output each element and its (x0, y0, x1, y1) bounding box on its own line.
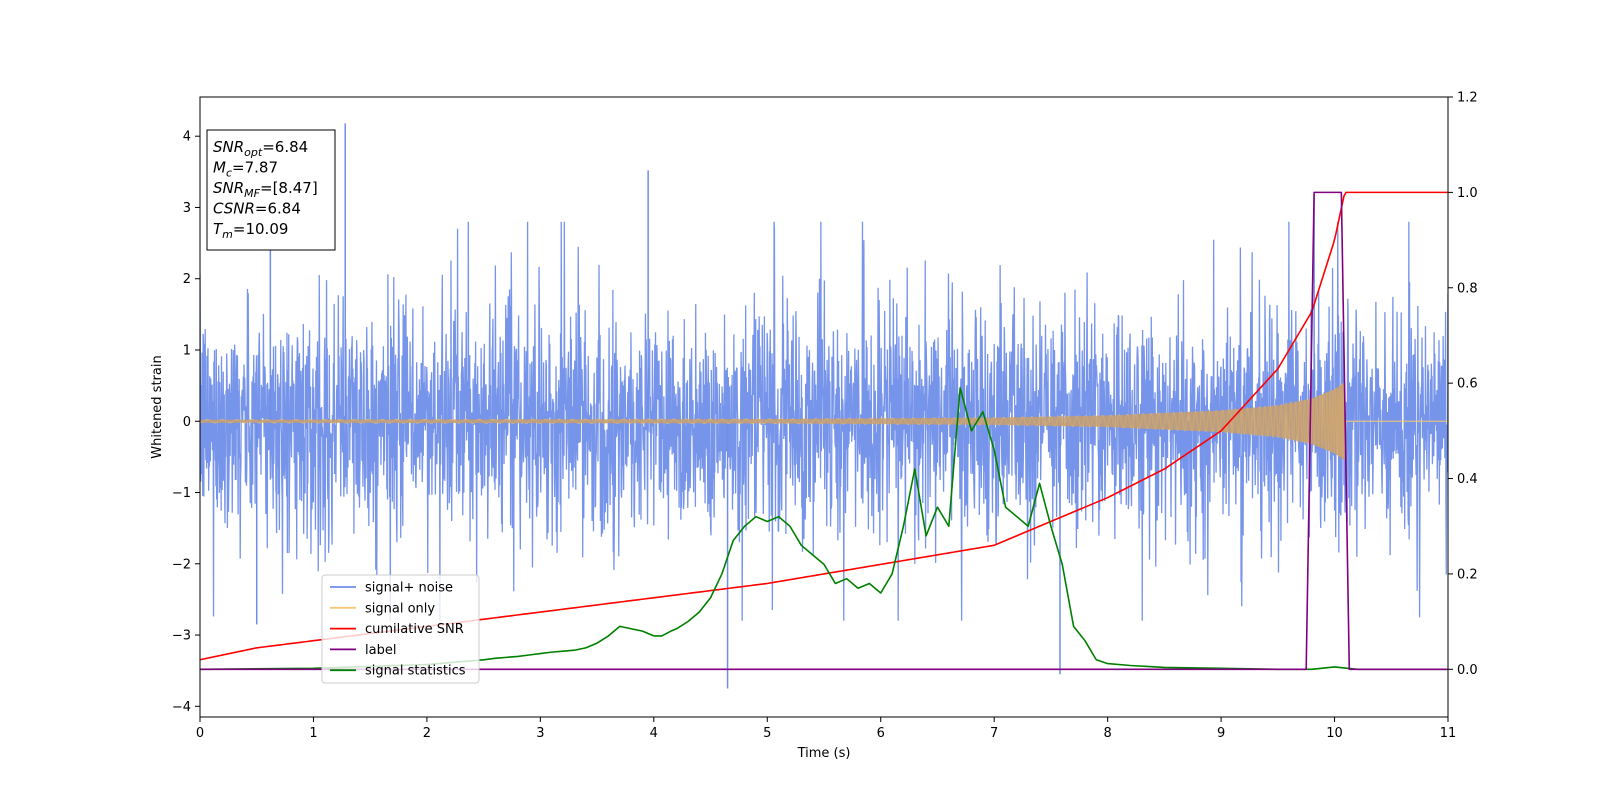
x-tick-label: 11 (1440, 726, 1457, 741)
y-left-tick-label: 1 (183, 343, 191, 358)
info-line: Tm=10.09 (213, 220, 288, 241)
series-label (200, 191, 1448, 671)
info-line-subscript: c (226, 167, 232, 180)
info-line-symbol: SNR (213, 179, 244, 197)
x-tick-label: 0 (196, 726, 204, 741)
x-tick-label: 6 (877, 726, 885, 741)
legend-label: signal+ noise (365, 581, 453, 596)
legend-label: signal statistics (365, 664, 466, 679)
y-right-tick-label: 1.2 (1457, 91, 1478, 106)
info-line-value: =7.87 (232, 159, 278, 177)
y-left-tick-label: −1 (172, 486, 191, 501)
info-line-value: =[8.47] (260, 179, 318, 197)
info-line: CSNR=6.84 (213, 200, 301, 218)
info-line: Mc=7.87 (213, 159, 278, 180)
x-tick-label: 7 (990, 726, 998, 741)
plot-frame (199, 96, 1449, 718)
x-tick-label: 1 (309, 726, 317, 741)
info-box: SNRopt=6.84Mc=7.87SNRMF=[8.47]CSNR=6.84T… (206, 129, 336, 251)
info-line: SNRopt=6.84 (213, 138, 308, 159)
y-left-tick-label: −3 (172, 629, 191, 644)
y-right-tick-label: 0.2 (1457, 567, 1478, 582)
x-tick-label: 8 (1103, 726, 1111, 741)
y-left-tick-label: 3 (183, 201, 191, 216)
legend: signal+ noise signal only cumilative SNR la… (321, 574, 480, 684)
x-axis: 0 1 2 3 4 5 6 7 8 9 10 11 (196, 717, 1456, 741)
legend-label: label (365, 643, 396, 658)
legend-label: signal only (365, 601, 435, 616)
info-line-subscript: m (222, 228, 233, 241)
info-line-value: =6.84 (262, 138, 308, 156)
info-line-subscript: MF (244, 187, 260, 200)
info-line-symbol: CSNR (213, 200, 255, 218)
left-y-axis: −4 −3 −2 −1 0 1 2 3 4 (172, 130, 200, 715)
info-line: SNRMF=[8.47] (213, 179, 318, 200)
y-axis-label: Whitened strain (150, 355, 165, 458)
x-tick-label: 4 (650, 726, 658, 741)
y-left-tick-label: 4 (183, 130, 191, 145)
y-left-tick-label: −4 (172, 700, 191, 715)
info-line-symbol: SNR (213, 138, 244, 156)
x-tick-label: 9 (1217, 726, 1225, 741)
x-tick-label: 5 (763, 726, 771, 741)
y-left-tick-label: −2 (172, 557, 191, 572)
y-left-tick-label: 2 (183, 272, 191, 287)
series-layer (200, 123, 1448, 689)
y-right-tick-label: 0.0 (1457, 663, 1478, 678)
y-right-tick-label: 0.4 (1457, 472, 1478, 487)
x-axis-label: Time (s) (797, 746, 851, 761)
right-y-axis: 0.0 0.2 0.4 0.6 0.8 1.0 1.2 (1448, 91, 1478, 678)
y-right-tick-label: 0.6 (1457, 377, 1478, 392)
info-line-subscript: opt (244, 146, 263, 159)
info-line-symbol: T (213, 220, 224, 238)
info-line-symbol: M (213, 159, 226, 177)
info-line-value: =10.09 (233, 220, 289, 238)
legend-label: cumilative SNR (365, 622, 464, 637)
legend-frame (321, 574, 480, 684)
y-left-tick-label: 0 (183, 415, 191, 430)
series-signal-statistics (200, 387, 1448, 671)
info-box-frame (206, 129, 336, 251)
x-tick-label: 3 (536, 726, 544, 741)
y-right-tick-label: 1.0 (1457, 186, 1478, 201)
series-signal-only-band (200, 382, 1345, 461)
y-right-tick-label: 0.8 (1457, 281, 1478, 296)
info-line-value: =6.84 (255, 200, 301, 218)
x-tick-label: 2 (423, 726, 431, 741)
x-tick-label: 10 (1326, 726, 1343, 741)
